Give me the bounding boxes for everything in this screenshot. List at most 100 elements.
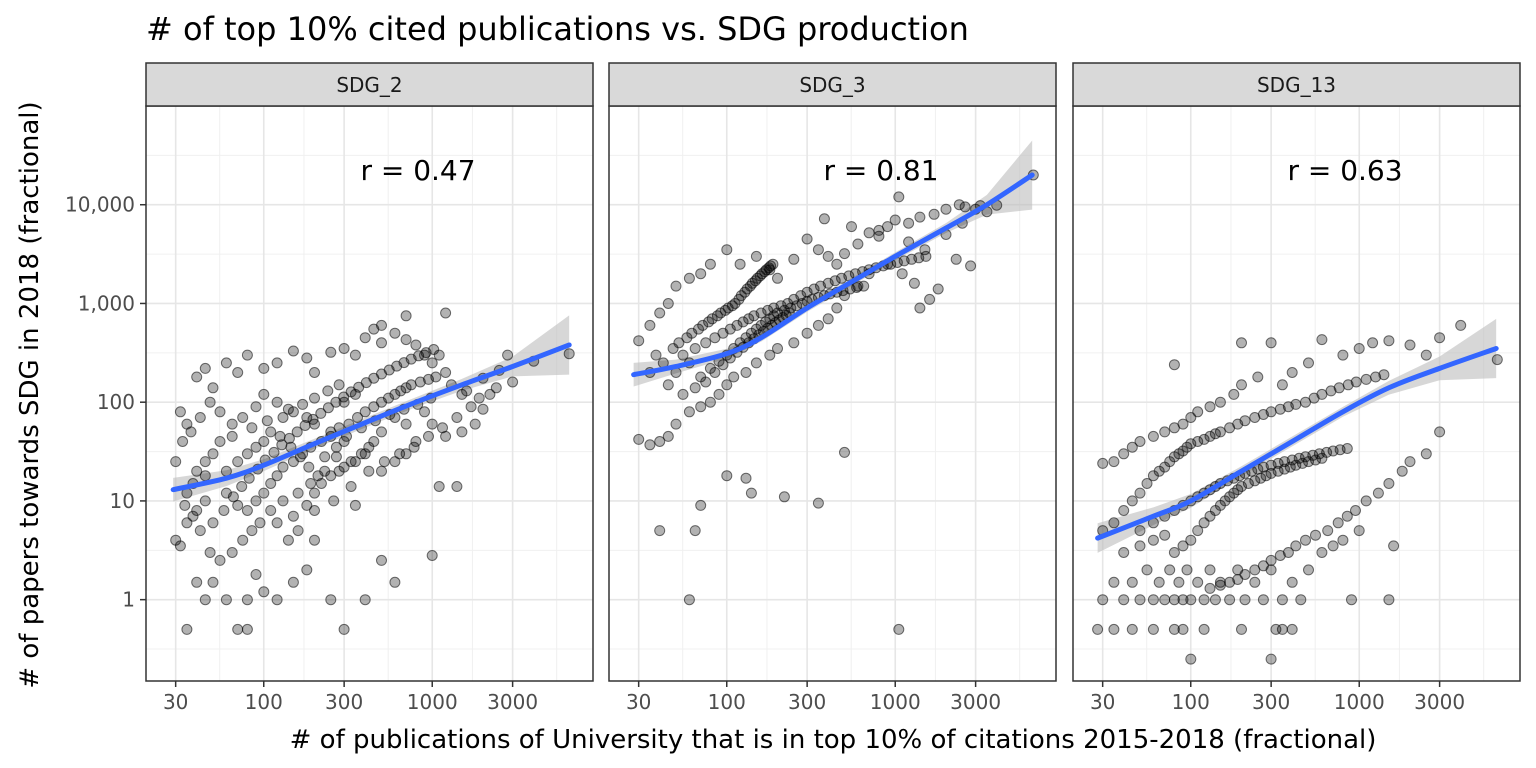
data-point (378, 456, 390, 468)
data-point (271, 470, 283, 482)
x-axis-label: # of publications of University that is … (290, 725, 1377, 755)
data-point (237, 534, 249, 546)
data-point (199, 495, 211, 507)
data-point (1396, 465, 1408, 477)
data-point (359, 448, 371, 460)
data-point (276, 439, 288, 451)
data-point (965, 260, 977, 272)
data-point (433, 481, 445, 492)
data-point (1126, 495, 1138, 507)
data-point (1181, 564, 1193, 576)
data-point (220, 594, 232, 606)
data-point (831, 302, 843, 314)
data-point (315, 407, 327, 419)
data-point (1147, 594, 1159, 606)
data-point (1332, 517, 1344, 529)
data-point (191, 371, 203, 383)
data-point (1198, 433, 1210, 445)
data-point (932, 283, 944, 295)
data-point (507, 376, 519, 388)
data-point (721, 470, 733, 482)
data-point (1198, 594, 1210, 606)
data-point (893, 191, 905, 203)
data-point (277, 495, 289, 507)
data-point (1126, 576, 1138, 588)
data-point (1420, 448, 1432, 460)
data-point (301, 412, 313, 423)
data-point (1236, 481, 1247, 492)
data-point (839, 248, 850, 260)
data-point (1228, 388, 1240, 400)
data-point (633, 433, 645, 445)
data-point (363, 465, 375, 477)
data-point (437, 422, 448, 434)
data-point (305, 478, 317, 489)
data-point (822, 313, 834, 325)
data-point (737, 316, 749, 328)
data-point (950, 253, 962, 265)
data-point (1279, 463, 1290, 475)
data-point (345, 481, 357, 492)
data-point (469, 418, 481, 430)
data-point (1383, 335, 1395, 347)
data-point (1360, 495, 1372, 507)
data-point (258, 388, 270, 400)
data-point (1141, 478, 1153, 489)
data-point (839, 446, 850, 458)
data-point (1204, 430, 1216, 442)
data-point (1316, 452, 1328, 464)
data-point (1265, 337, 1277, 349)
data-point (232, 367, 244, 378)
x-tick-label: 1000 (407, 690, 458, 714)
data-point (297, 398, 309, 410)
data-point (338, 343, 350, 354)
data-point (440, 307, 452, 319)
data-point (282, 534, 294, 546)
data-point (686, 327, 698, 339)
data-point (1455, 319, 1467, 331)
data-point (218, 505, 230, 516)
data-point (644, 439, 656, 451)
x-tick-label: 30 (163, 690, 188, 714)
data-point (689, 343, 701, 354)
data-point (199, 594, 211, 606)
data-point (194, 412, 206, 423)
data-point (734, 258, 746, 270)
facet-strip (145, 62, 594, 107)
data-point (1153, 465, 1165, 477)
data-point (473, 392, 485, 404)
data-point (303, 461, 315, 473)
data-point (1185, 594, 1197, 606)
data-point (241, 349, 253, 361)
data-point (1232, 574, 1244, 585)
data-point (1185, 534, 1197, 546)
data-point (292, 525, 304, 537)
data-point (745, 487, 757, 499)
data-point (1265, 653, 1277, 665)
data-point (241, 448, 253, 460)
data-point (1388, 540, 1400, 552)
data-point (791, 300, 803, 312)
data-point (1177, 594, 1189, 606)
data-point (1108, 623, 1120, 635)
data-point (389, 388, 401, 400)
data-point (232, 456, 244, 468)
data-point (363, 441, 375, 453)
data-point (704, 396, 716, 408)
data-point (277, 412, 289, 423)
data-point (1282, 547, 1294, 558)
data-point (1185, 412, 1197, 423)
data-point (451, 481, 463, 492)
data-point (1316, 388, 1328, 400)
data-point (389, 576, 401, 588)
data-point (330, 441, 342, 453)
data-point (400, 334, 412, 346)
data-point (271, 517, 283, 529)
data-point (309, 392, 320, 404)
data-point (654, 525, 666, 537)
data-point (1265, 554, 1277, 566)
smooth-fit-line (170, 342, 572, 493)
data-point (914, 302, 926, 314)
data-point (490, 382, 502, 394)
